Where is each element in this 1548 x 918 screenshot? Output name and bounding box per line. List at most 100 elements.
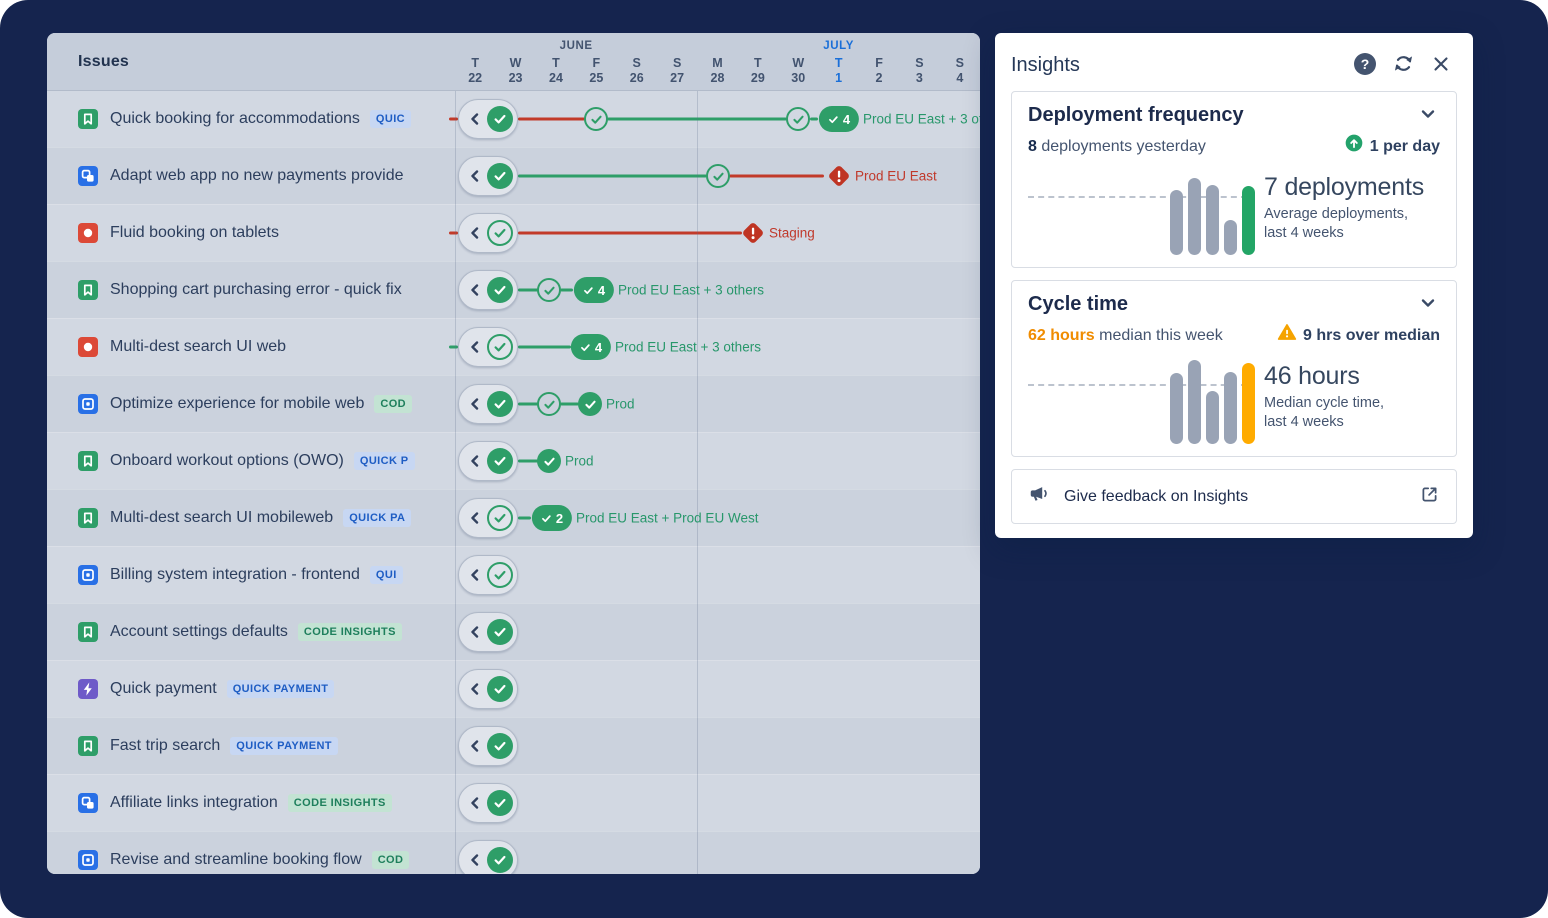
issues-grid-divider: [455, 91, 456, 874]
deployments-pill[interactable]: [458, 555, 518, 595]
deployment-check-marker[interactable]: [706, 164, 730, 188]
give-feedback-link[interactable]: Give feedback on Insights: [1011, 469, 1457, 524]
deployments-pill[interactable]: [458, 270, 518, 310]
deployment-line: [729, 174, 824, 178]
deployments-pill[interactable]: [458, 213, 518, 253]
chevron-left-icon[interactable]: [469, 170, 481, 182]
environment-label: Prod: [565, 453, 594, 469]
issue-cell[interactable]: Affiliate links integration CODE INSIGHTS: [47, 775, 455, 831]
issue-cell[interactable]: Quick payment QUICK PAYMENT: [47, 661, 455, 717]
chevron-left-icon[interactable]: [469, 626, 481, 638]
refresh-button[interactable]: [1387, 49, 1419, 81]
deployment-track: Prod: [455, 376, 980, 432]
deployment-count: 4: [842, 111, 851, 127]
deployments-pill[interactable]: [458, 783, 518, 823]
chevron-left-icon[interactable]: [469, 455, 481, 467]
deployment-check-marker[interactable]: [578, 392, 602, 416]
day-column-header: T 22: [468, 56, 483, 85]
timeline-board: Issues JUNE JULY T 22 W 23 T 24 F 25 S 26 S 27 M 28 T 29…: [47, 33, 980, 874]
chevron-left-icon[interactable]: [469, 227, 481, 239]
issue-cell[interactable]: Billing system integration - frontend QUI: [47, 547, 455, 603]
story-icon: [78, 736, 98, 756]
chevron-left-icon[interactable]: [469, 512, 481, 524]
story-icon: [78, 109, 98, 129]
chevron-left-icon[interactable]: [469, 284, 481, 296]
collapse-button[interactable]: [1416, 292, 1440, 316]
help-button[interactable]: ?: [1349, 49, 1381, 81]
deployments-pill[interactable]: [458, 384, 518, 424]
median-dashline: [1028, 196, 1247, 198]
issue-cell[interactable]: Fluid booking on tablets: [47, 205, 455, 261]
chevron-left-icon[interactable]: [469, 854, 481, 866]
issue-row: Fluid booking on tablets Staging: [47, 204, 980, 261]
deployment-count-pill[interactable]: 4: [573, 277, 615, 303]
issue-cell[interactable]: Multi-dest search UI mobileweb QUICK PA: [47, 490, 455, 546]
chevron-left-icon[interactable]: [469, 398, 481, 410]
environment-label: Staging: [769, 225, 815, 241]
issue-title: Onboard workout options (OWO): [110, 452, 344, 469]
deployment-count-pill[interactable]: 4: [818, 106, 860, 132]
chevron-left-icon[interactable]: [469, 569, 481, 581]
deployments-pill[interactable]: [458, 840, 518, 874]
bug-icon: [78, 337, 98, 357]
story-icon: [78, 280, 98, 300]
issue-title: Adapt web app no new payments provide: [110, 167, 404, 184]
deployment-count-pill[interactable]: 4: [570, 334, 612, 360]
check-icon: [537, 449, 561, 473]
issue-title: Revise and streamline booking flow: [110, 851, 362, 868]
deployments-pill[interactable]: [458, 669, 518, 709]
deployment-status-icon: [487, 733, 513, 759]
summary-value: 8: [1028, 138, 1037, 155]
deployment-check-marker[interactable]: [537, 449, 561, 473]
deployment-check-marker[interactable]: [786, 107, 810, 131]
summary-text: deployments yesterday: [1036, 138, 1206, 155]
chevron-left-icon[interactable]: [469, 740, 481, 752]
deployment-check-marker[interactable]: [537, 278, 561, 302]
deployments-pill[interactable]: [458, 99, 518, 139]
deployments-pill[interactable]: [458, 327, 518, 367]
check-icon: [786, 107, 810, 131]
deployment-status-icon: [487, 163, 513, 189]
timeline-continuation-dash: [449, 231, 458, 235]
chart-bar: [1170, 190, 1183, 255]
chevron-left-icon[interactable]: [469, 113, 481, 125]
issue-cell[interactable]: Fast trip search QUICK PAYMENT: [47, 718, 455, 774]
deployments-pill[interactable]: [458, 441, 518, 481]
issue-cell[interactable]: Multi-dest search UI web: [47, 319, 455, 375]
deployment-warning-icon[interactable]: [740, 220, 766, 246]
deployments-pill[interactable]: [458, 498, 518, 538]
issues-column-header: Issues: [78, 52, 130, 70]
deployment-check-marker[interactable]: [537, 392, 561, 416]
chevron-left-icon[interactable]: [469, 341, 481, 353]
deployment-warning-icon[interactable]: [826, 163, 852, 189]
deployments-pill[interactable]: [458, 612, 518, 652]
chevron-left-icon[interactable]: [469, 683, 481, 695]
issue-cell[interactable]: Quick booking for accommodations QUIC: [47, 91, 455, 147]
issue-row: Quick payment QUICK PAYMENT: [47, 660, 980, 717]
card-summary: 8 deployments yesterday 1 per day: [1028, 133, 1440, 161]
subtask-icon: [78, 793, 98, 813]
collapse-button[interactable]: [1416, 103, 1440, 127]
deployment-track: Prod EU East: [455, 148, 980, 204]
chevron-left-icon[interactable]: [469, 797, 481, 809]
card-title: Cycle time: [1028, 292, 1129, 315]
issue-cell[interactable]: Shopping cart purchasing error - quick f…: [47, 262, 455, 318]
close-icon: [1430, 53, 1452, 78]
deployment-status-icon: [487, 619, 513, 645]
deployment-check-marker[interactable]: [584, 107, 608, 131]
issue-cell[interactable]: Account settings defaults CODE INSIGHTS: [47, 604, 455, 660]
issue-cell[interactable]: Onboard workout options (OWO) QUICK P: [47, 433, 455, 489]
deployment-count-pill[interactable]: 2: [531, 505, 573, 531]
close-button[interactable]: [1425, 49, 1457, 81]
deployments-pill[interactable]: [458, 156, 518, 196]
check-icon: [578, 392, 602, 416]
deployments-pill[interactable]: [458, 726, 518, 766]
issue-cell[interactable]: Revise and streamline booking flow COD: [47, 832, 455, 874]
day-column-header: T 24: [549, 56, 563, 85]
deployment-track: 4 Prod EU East + 3 others: [449, 91, 980, 147]
issue-cell[interactable]: Optimize experience for mobile web COD: [47, 376, 455, 432]
deployment-track: [455, 604, 980, 660]
issue-cell[interactable]: Adapt web app no new payments provide: [47, 148, 455, 204]
task-icon: [78, 394, 98, 414]
